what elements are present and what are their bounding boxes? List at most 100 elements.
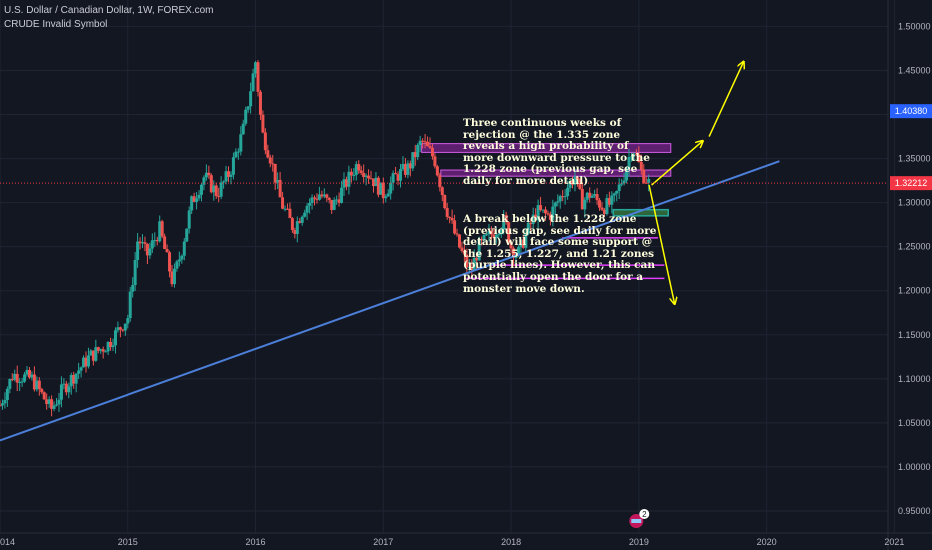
candle-up bbox=[219, 182, 223, 197]
candle-up bbox=[20, 381, 24, 383]
candle-up bbox=[77, 370, 81, 374]
candle-down bbox=[163, 236, 167, 249]
candle-up bbox=[236, 151, 240, 153]
candle-down bbox=[288, 208, 292, 219]
candle-up bbox=[67, 386, 71, 393]
chart-title: U.S. Dollar / Canadian Dollar, 1W, FOREX… bbox=[4, 5, 214, 16]
candle-up bbox=[47, 399, 51, 404]
candle-up bbox=[497, 234, 501, 236]
candle-up bbox=[190, 196, 194, 211]
candle-down bbox=[337, 199, 341, 203]
candle-down bbox=[578, 179, 582, 190]
candle-up bbox=[477, 239, 481, 261]
candle-up bbox=[482, 234, 486, 240]
candle-up bbox=[202, 177, 206, 185]
candle-down bbox=[575, 176, 579, 180]
high-price-tag-bg bbox=[890, 104, 932, 119]
candle-down bbox=[266, 150, 270, 158]
trendline bbox=[0, 160, 780, 442]
candle-down bbox=[548, 214, 552, 220]
candle-down bbox=[165, 248, 169, 253]
candle-down bbox=[357, 164, 361, 171]
y-tick-label: 1.15000 bbox=[898, 330, 931, 340]
candle-up bbox=[556, 201, 560, 203]
candle-up bbox=[620, 183, 624, 185]
candle-down bbox=[460, 247, 464, 252]
candle-up bbox=[0, 403, 4, 406]
candle-down bbox=[492, 234, 496, 238]
candle-down bbox=[435, 166, 439, 176]
candle-down bbox=[344, 179, 348, 187]
candle-down bbox=[273, 163, 277, 183]
candle-down bbox=[637, 154, 641, 162]
candle-up bbox=[629, 156, 633, 158]
candle-up bbox=[182, 241, 186, 256]
candle-down bbox=[64, 383, 68, 393]
x-tick-label: 2020 bbox=[757, 537, 777, 547]
candle-up bbox=[317, 194, 321, 200]
candle-down bbox=[96, 347, 100, 351]
candle-down bbox=[598, 200, 602, 208]
candle-down bbox=[207, 172, 211, 176]
candle-up bbox=[141, 242, 145, 244]
candle-down bbox=[27, 369, 31, 378]
candle-up bbox=[3, 400, 7, 404]
candle-up bbox=[617, 184, 621, 191]
y-tick-label: 1.45000 bbox=[898, 65, 931, 75]
candle-down bbox=[261, 114, 265, 133]
candle-down bbox=[320, 194, 324, 197]
candle-down bbox=[315, 198, 319, 200]
x-tick-label: 2015 bbox=[118, 537, 138, 547]
candle-down bbox=[521, 239, 525, 248]
candle-down bbox=[448, 216, 452, 219]
candle-down bbox=[45, 399, 49, 404]
candle-down bbox=[168, 252, 172, 272]
candle-up bbox=[526, 222, 530, 234]
candle-down bbox=[394, 173, 398, 175]
x-tick-label: 2017 bbox=[373, 537, 393, 547]
candle-up bbox=[625, 168, 629, 181]
candle-up bbox=[177, 259, 181, 262]
candle-up bbox=[541, 209, 545, 211]
current-price-tag-bg bbox=[890, 176, 932, 191]
candle-up bbox=[30, 374, 34, 378]
candle-up bbox=[519, 239, 523, 248]
candle-up bbox=[251, 73, 255, 92]
candle-up bbox=[551, 206, 555, 220]
candle-up bbox=[558, 196, 562, 202]
event-count-badge-bg bbox=[639, 509, 650, 519]
candle-up bbox=[487, 231, 491, 235]
candle-up bbox=[335, 199, 339, 201]
candle-up bbox=[52, 405, 56, 409]
candle-up bbox=[116, 327, 120, 331]
y-tick-label: 1.05000 bbox=[898, 418, 931, 428]
candle-up bbox=[514, 255, 518, 258]
candle-up bbox=[249, 91, 253, 107]
candle-up bbox=[389, 182, 393, 194]
candle-down bbox=[330, 199, 334, 210]
candle-down bbox=[470, 266, 474, 271]
candle-down bbox=[285, 208, 289, 210]
candle-up bbox=[111, 345, 115, 348]
candle-down bbox=[192, 196, 196, 202]
candle-up bbox=[199, 184, 203, 195]
candle-up bbox=[175, 261, 179, 269]
candle-up bbox=[150, 240, 154, 249]
candle-down bbox=[408, 163, 412, 169]
candle-up bbox=[8, 379, 12, 389]
candle-up bbox=[322, 194, 326, 197]
candle-down bbox=[423, 141, 427, 143]
candle-up bbox=[79, 367, 83, 371]
candle-up bbox=[180, 255, 184, 260]
y-tick-label: 1.20000 bbox=[898, 286, 931, 296]
candle-down bbox=[475, 257, 479, 261]
candle-down bbox=[145, 243, 149, 256]
candle-down bbox=[42, 392, 46, 400]
event-count-badge: 2 bbox=[642, 510, 647, 519]
candle-down bbox=[602, 209, 606, 214]
candle-down bbox=[15, 373, 19, 383]
candle-down bbox=[268, 157, 272, 164]
candle-up bbox=[342, 179, 346, 188]
candle-down bbox=[362, 173, 366, 177]
